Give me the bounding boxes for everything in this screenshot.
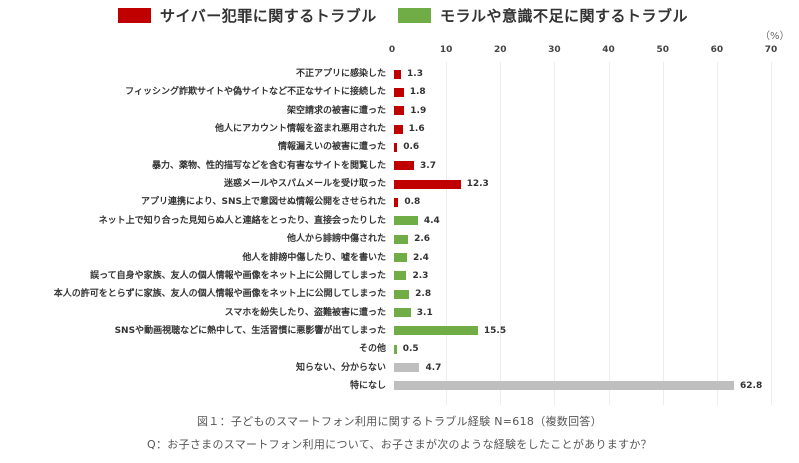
bar-value-label: 2.3 [412,270,429,281]
bar-value-label: 2.8 [415,289,432,300]
gridline [446,62,448,405]
bar [394,234,409,244]
category-label: アプリ連携により、SNS上で意図せぬ情報公開をさせられた [141,197,386,208]
gridline [554,62,556,405]
category-label: 他人から誹謗中傷された [286,234,386,245]
category-label: 特になし [349,380,386,391]
category-label: 本人の許可をとらずに家族、友人の個人情報や画像をネット上に公開してしまった [53,289,386,300]
category-label: 他人にアカウント情報を盗まれ悪用された [214,124,386,135]
x-tick-label: 50 [656,45,669,55]
gridline [608,62,610,405]
bar [394,124,403,134]
bar-value-label: 1.6 [408,124,425,135]
x-tick-label: 0 [388,45,396,55]
legend-item-cyber: サイバー犯罪に関するトラブル [118,5,377,26]
legend-item-moral: モラルや意識不足に関するトラブル [398,5,688,26]
bar-value-label: 0.8 [404,197,421,208]
bar-value-label: 2.6 [414,234,431,245]
x-tick-label: 30 [548,45,561,55]
bar-value-label: 15.5 [483,325,507,336]
bar-value-label: 2.4 [412,252,429,263]
figure-caption: 図１：子どものスマートフォン利用に関するトラブル経験 N=618（複数回答） [196,415,602,428]
bar-value-label: 3.1 [416,307,433,318]
category-label: 架空請求の被害に遭った [286,105,386,116]
bar [394,197,399,207]
legend-swatch-cyber [118,8,151,23]
question-caption: Q：お子さまのスマートフォン利用について、お子さまが次のような経験をしたことがあ… [147,438,652,451]
bar [394,308,411,318]
legend-swatch-moral [398,8,431,23]
category-label: 知らない、分からない [295,362,386,373]
bar-value-label: 1.9 [410,105,427,116]
x-tick-label: 40 [602,45,615,55]
gridline [662,62,664,405]
bar-value-label: 12.3 [466,179,489,190]
legend-label-cyber: サイバー犯罪に関するトラブル [160,7,377,25]
bar [394,344,397,354]
category-label: SNSや動画視聴などに熱中して、生活習慣に悪影響が出てしまった [114,325,386,336]
category-label: フィッシング詐欺サイトや偽サイトなど不正なサイトに接続した [125,87,386,98]
category-label: その他 [358,344,386,355]
bar-value-label: 0.5 [402,344,419,355]
bar-value-label: 3.7 [420,160,436,171]
gridline [500,62,502,405]
category-label: 迷惑メールやスパムメールを受け取った [223,179,386,190]
category-label: 誤って自身や家族、友人の個人情報や画像をネット上に公開してしまった [90,270,386,281]
bar [394,87,404,97]
bar [394,381,735,391]
x-tick-label: 60 [710,45,724,55]
bar-value-label: 62.8 [740,380,763,391]
bar-value-label: 4.4 [423,215,440,226]
gridline [716,62,718,405]
category-label: ネット上で知り合った見知らぬ人と連絡をとったり、直接会ったりした [98,215,386,226]
bar-value-label: 0.6 [403,142,420,153]
bar [394,161,415,171]
chart-legend: サイバー犯罪に関するトラブル モラルや意識不足に関するトラブル [0,5,799,29]
axis-unit: （%） [760,31,790,42]
category-label: 不正アプリに感染した [295,69,386,79]
bar [394,289,410,299]
bar [394,106,405,116]
bar [394,363,420,373]
bar [394,142,398,152]
bar [394,253,407,262]
bar-value-label: 1.8 [409,87,426,98]
bar-value-label: 1.3 [407,69,423,79]
bar [394,179,461,189]
bar-value-label: 4.7 [425,362,442,373]
x-tick-label: 10 [439,45,453,55]
x-tick-label: 20 [494,45,507,55]
gridline [771,62,772,405]
bar [394,271,407,281]
bar [394,216,418,226]
bar [394,326,478,336]
x-tick-label: 70 [764,45,778,55]
legend-label-moral: モラルや意識不足に関するトラブル [440,7,689,25]
category-label: 情報漏えいの被害に遭った [277,142,386,153]
category-label: 他人を誹謗中傷したり、嘘を書いた [242,252,386,263]
bar [394,69,402,79]
category-label: スマホを紛失したり、盗難被害に遭った [224,307,386,318]
category-label: 暴力、薬物、性的描写などを含む有害なサイトを閲覧した [151,160,386,171]
